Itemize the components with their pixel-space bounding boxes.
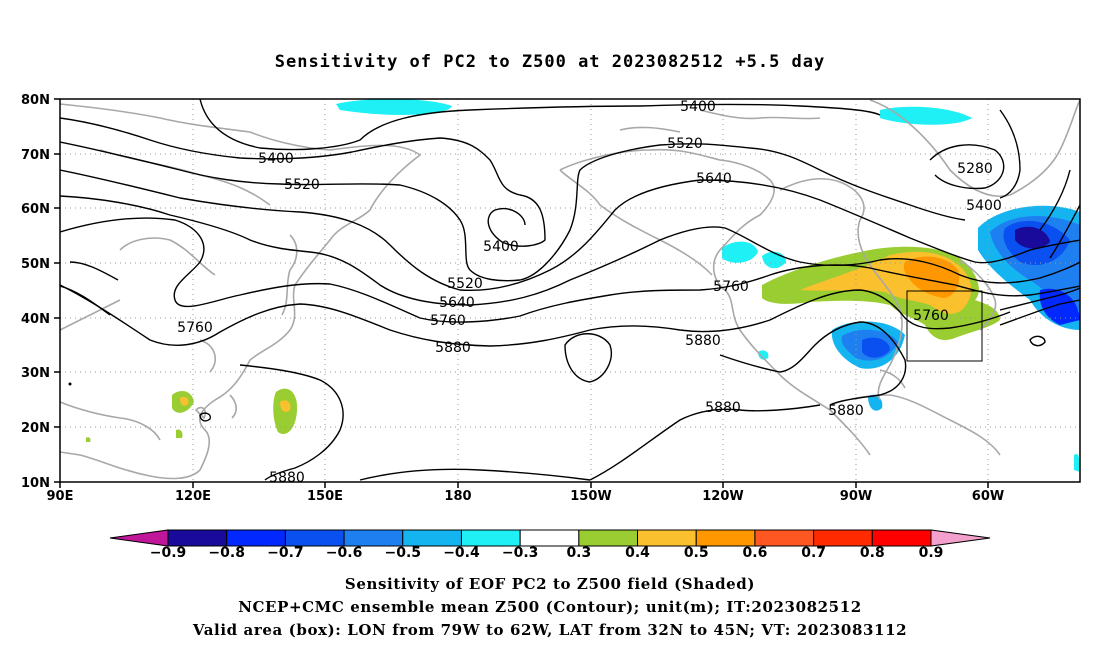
contour-label: 5400 [258,151,294,167]
lat-label: 50N [21,257,50,272]
contour-label: 5760 [430,313,466,329]
shade-atlantic-low-center [1015,226,1050,249]
lat-label: 10N [21,476,50,491]
caption-line-3: Valid area (box): LON from 79W to 62W, L… [192,621,907,639]
shade-canada-cyan-1 [722,241,758,263]
colorbar-cell [813,529,873,547]
lat-label: 70N [21,148,50,163]
colorbar-label: −0.4 [443,545,480,561]
colorbar-cell [167,529,228,547]
longitude-labels: 90E 120E 150E 180 150W 120W 90W 60W [47,489,1005,504]
shade-east-edge-cyan [1074,453,1080,472]
lon-label: 180 [444,489,471,504]
colorbar-left-arrow [109,529,169,547]
caption-line-2: NCEP+CMC ensemble mean Z500 (Contour); u… [238,598,862,616]
map-panel: 5400 5520 5640 5400 5280 5400 5520 5400 … [21,93,1081,504]
shade-pacific-yellow [280,400,291,412]
colorbar-label: 0.8 [860,545,885,561]
colorbar-cell [695,529,756,547]
colorbar-cell [284,529,345,547]
lon-label: 90E [47,489,74,504]
contour-label: 5880 [705,400,741,416]
colorbar-label: 0.7 [801,545,826,561]
lon-label: 120W [702,489,743,504]
contour-label: 5760 [713,279,749,295]
colorbar-cell [637,529,697,547]
map-title: Sensitivity of PC2 to Z500 at 2023082512… [275,52,826,72]
caption-line-1: Sensitivity of EOF PC2 to Z500 field (Sh… [345,575,755,593]
colorbar: −0.9 −0.8 −0.7 −0.6 −0.5 −0.4 −0.3 0.3 0.4 0.5 0.6… [109,529,991,561]
shade-greenland-cyan [880,106,972,125]
lon-label: 150W [570,489,611,504]
colorbar-right-arrow [930,529,991,547]
contour-label: 5400 [680,99,716,115]
valid-area-box [906,290,983,362]
colorbar-cell [871,529,932,547]
z500-contours [60,99,1080,481]
graticule [60,99,1080,482]
colorbar-cell [519,529,580,547]
map-frame [59,98,1081,483]
contour-label: 5640 [439,295,475,311]
contour-label: 5760 [913,308,949,324]
lat-label: 40N [21,312,50,327]
colorbar-label: −0.6 [326,545,363,561]
contour-label: 5880 [828,403,864,419]
colorbar-cell [402,529,462,547]
contour-label: 5640 [696,171,732,187]
shade-arctic-cyan [336,99,452,115]
colorbar-label: 0.6 [743,545,768,561]
lon-label: 120E [175,489,211,504]
lat-label: 20N [21,421,50,436]
contour-labels: 5400 5520 5640 5400 5280 5400 5520 5400 … [177,99,1002,486]
colorbar-label: −0.9 [150,545,187,561]
colorbar-cell [578,529,639,547]
colorbar-label: 0.5 [684,545,709,561]
colorbar-cell [226,529,286,547]
colorbar-label: 0.3 [566,545,591,561]
contour-label: 5520 [447,276,483,292]
contour-label: 5880 [685,333,721,349]
colorbar-cell [754,529,815,547]
contour-label: 5520 [284,177,320,193]
contour-label: 5400 [483,239,519,255]
contour-label: 5760 [177,320,213,336]
lat-label: 80N [21,93,50,108]
contour-label: 5880 [269,470,305,486]
colorbar-cell [460,529,521,547]
lat-label: 30N [21,366,50,381]
colorbar-label: 0.9 [919,545,944,561]
colorbar-label: −0.7 [267,545,304,561]
colorbar-label: 0.4 [625,545,650,561]
shade-mexico-cyan [758,350,769,360]
lon-label: 90W [840,489,872,504]
caption: Sensitivity of EOF PC2 to Z500 field (Sh… [192,575,907,639]
lat-label: 60N [21,202,50,217]
axis-ticks [54,98,989,488]
shade-gulf-core [862,337,890,358]
colorbar-label: −0.8 [208,545,245,561]
latitude-labels: 80N 70N 60N 50N 40N 30N 20N 10N [21,93,50,491]
shade-taiwan-yellow [180,396,189,406]
colorbar-cell [343,529,404,547]
lon-label: 150E [307,489,343,504]
contour-label: 5880 [435,340,471,356]
colorbar-label: −0.3 [502,545,539,561]
lon-label: 60W [972,489,1004,504]
contour-label: 5400 [966,198,1002,214]
contour-label: 5520 [667,136,703,152]
colorbar-label: −0.5 [385,545,422,561]
shade-positive-orange [903,256,960,298]
contour-label: 5280 [957,161,993,177]
